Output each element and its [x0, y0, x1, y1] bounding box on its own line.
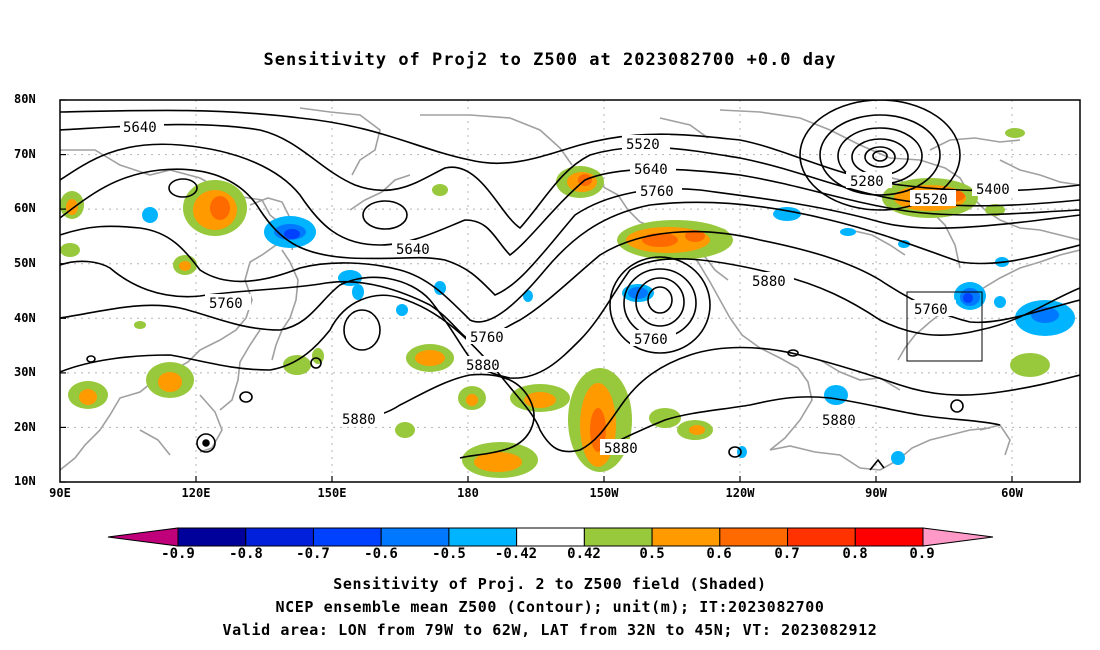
caption-contour: NCEP ensemble mean Z500 (Contour); unit(… [275, 598, 825, 616]
lat-label: 60N [14, 201, 36, 215]
colorbar-label: 0.5 [639, 546, 665, 562]
lon-label: 90E [49, 486, 71, 500]
colorbar-bin [651, 527, 721, 547]
map-frame [59, 99, 1081, 483]
colorbar-label: 0.8 [842, 546, 868, 562]
colorbar-bin [516, 527, 585, 547]
colorbar-bin [448, 527, 518, 547]
contour-label: 5760 [640, 184, 674, 200]
lat-label: 10N [14, 474, 36, 488]
contour-label: 5880 [822, 413, 856, 429]
lat-label: 80N [14, 92, 36, 106]
contour-label: 5280 [850, 174, 884, 190]
map-title: Sensitivity of Proj2 to Z500 at 20230827… [263, 50, 837, 70]
lon-label: 90W [865, 486, 887, 500]
colorbar-label: -0.7 [296, 546, 330, 562]
colorbar-bin [583, 527, 653, 547]
colorbar-label: -0.5 [432, 546, 466, 562]
axis-ticks [60, 99, 1013, 483]
contour-label: 5760 [634, 332, 668, 348]
negative-sensitivity-shading [142, 207, 1075, 465]
contour-label: 5880 [466, 358, 500, 374]
lat-label: 40N [14, 311, 36, 325]
lon-label: 120W [725, 486, 755, 500]
contour-label: 5640 [396, 242, 430, 258]
lat-label: 30N [14, 365, 36, 379]
colorbar-bin [719, 527, 789, 547]
contour-label: 5880 [604, 441, 638, 457]
contour-label: 5640 [123, 120, 157, 136]
colorbar-under-triangle [107, 527, 179, 547]
colorbar-over-triangle [922, 527, 994, 547]
colorbar-label: 0.42 [567, 546, 601, 562]
caption-shaded: Sensitivity of Proj. 2 to Z500 field (Sh… [333, 575, 767, 593]
contour-label: 5520 [914, 192, 948, 208]
colorbar-bin [380, 527, 450, 547]
contour-label: 5640 [634, 162, 668, 178]
contour-label: 5520 [626, 137, 660, 153]
colorbar-label: -0.8 [229, 546, 263, 562]
lon-label: 180 [457, 486, 479, 500]
contour-label: 5880 [342, 412, 376, 428]
caption-valid-area: Valid area: LON from 79W to 62W, LAT fro… [222, 621, 878, 639]
colorbar [107, 527, 994, 547]
lat-label: 70N [14, 147, 36, 161]
colorbar-label: 0.6 [706, 546, 732, 562]
colorbar-label: 0.7 [774, 546, 800, 562]
contour-label: 5880 [752, 274, 786, 290]
colorbar-bin [787, 527, 856, 547]
colorbar-label: 0.9 [909, 546, 935, 562]
colorbar-label: -0.9 [161, 546, 195, 562]
lat-label: 50N [14, 256, 36, 270]
colorbar-bin [312, 527, 382, 547]
lon-label: 150E [317, 486, 347, 500]
contour-label: 5400 [976, 182, 1010, 198]
contour-label: 5760 [209, 296, 243, 312]
colorbar-bin [177, 527, 247, 547]
colorbar-bin [854, 527, 924, 547]
lon-label: 150W [589, 486, 619, 500]
colorbar-bin [245, 527, 314, 547]
contour-label: 5760 [914, 302, 948, 318]
lat-label: 20N [14, 420, 36, 434]
colorbar-label: -0.6 [364, 546, 398, 562]
z500-contours [60, 100, 1080, 471]
lon-label: 60W [1001, 486, 1023, 500]
colorbar-label: -0.42 [494, 546, 538, 562]
lon-label: 120E [181, 486, 211, 500]
valid-area-box [906, 291, 983, 362]
contour-label: 5760 [470, 330, 504, 346]
